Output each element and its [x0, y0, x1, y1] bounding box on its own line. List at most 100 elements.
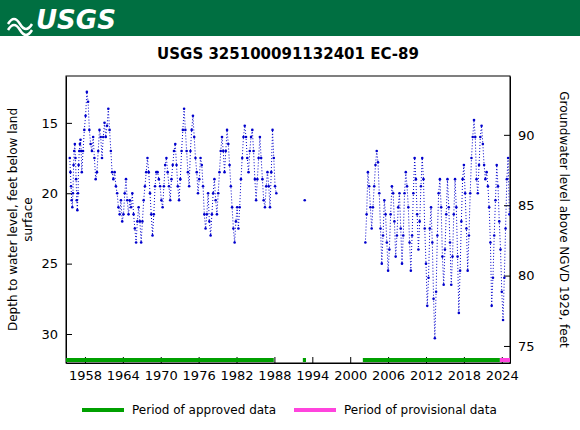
data-point: [378, 192, 381, 195]
data-point: [174, 143, 177, 146]
data-point: [91, 150, 94, 153]
data-point: [391, 185, 394, 188]
data-point: [506, 178, 509, 181]
data-point: [272, 157, 275, 160]
data-point: [452, 213, 455, 216]
data-point: [168, 185, 171, 188]
data-point: [375, 150, 378, 153]
data-point: [111, 171, 114, 174]
data-point: [102, 136, 105, 139]
data-point: [447, 206, 450, 209]
data-point: [146, 157, 149, 160]
header: USGS: [0, 0, 580, 36]
data-point: [275, 192, 278, 195]
data-point: [380, 262, 383, 265]
chart: USGSUSGS 325100091132401 EC-891958196419…: [0, 0, 580, 430]
data-point: [399, 227, 402, 230]
data-point: [256, 178, 259, 181]
data-point: [484, 178, 487, 181]
data-point: [235, 220, 238, 223]
data-point: [416, 213, 419, 216]
data-point: [441, 255, 444, 258]
tick-label: 1958: [69, 368, 102, 383]
data-point: [131, 192, 134, 195]
data-point: [228, 164, 231, 167]
data-point: [69, 171, 72, 174]
logo: USGS: [36, 5, 116, 35]
axis-line: [510, 77, 511, 364]
data-point: [488, 206, 491, 209]
data-point: [426, 305, 429, 308]
data-point: [128, 199, 131, 202]
tick: 2000: [334, 357, 367, 383]
data-point: [226, 129, 229, 132]
tick-label: 90: [518, 127, 535, 142]
data-point: [77, 192, 80, 195]
data-point: [487, 185, 490, 188]
data-point: [178, 199, 181, 202]
data-point: [173, 150, 176, 153]
data-point: [125, 178, 128, 181]
data-point: [159, 185, 162, 188]
data-point: [208, 220, 211, 223]
data-point: [450, 283, 453, 286]
data-point: [204, 227, 207, 230]
data-point: [303, 199, 306, 202]
data-point: [463, 164, 466, 167]
data-point: [149, 192, 152, 195]
data-point: [84, 115, 87, 118]
data-point: [93, 157, 96, 160]
data-point: [365, 213, 368, 216]
data-point: [251, 129, 254, 132]
data-point: [189, 150, 192, 153]
tick-mark: [350, 357, 351, 363]
data-point: [139, 220, 142, 223]
data-point: [137, 206, 140, 209]
data-point: [187, 171, 190, 174]
data-point: [377, 161, 380, 164]
data-point: [104, 136, 107, 139]
data-point: [247, 171, 250, 174]
data-point: [120, 199, 123, 202]
data-point: [121, 220, 124, 223]
data-point: [70, 185, 73, 188]
data-point: [150, 213, 153, 216]
data-point: [456, 255, 459, 258]
data-point: [86, 91, 89, 94]
data-point: [200, 164, 203, 167]
data-point: [470, 157, 473, 160]
data-point: [161, 206, 164, 209]
tick: 80: [504, 268, 535, 283]
tick-label: 1982: [220, 368, 253, 383]
data-point: [427, 276, 430, 279]
axis-line: [66, 77, 67, 364]
data-point: [116, 192, 119, 195]
data-point: [97, 150, 100, 153]
y-axis: 15202530: [41, 77, 72, 364]
axis-line: [67, 363, 511, 364]
data-point: [265, 185, 268, 188]
data-point: [238, 206, 241, 209]
data-point: [145, 171, 148, 174]
data-point: [221, 136, 224, 139]
data-point: [217, 192, 220, 195]
data-point: [397, 206, 400, 209]
tick: 20: [41, 186, 72, 201]
data-point: [437, 192, 440, 195]
data-point: [75, 178, 78, 181]
data-point: [77, 164, 80, 167]
data-point: [223, 171, 226, 174]
tick-label: 15: [41, 116, 58, 131]
data-point: [242, 136, 245, 139]
data-point: [211, 213, 214, 216]
data-point: [72, 164, 75, 167]
tick: 15: [41, 116, 72, 131]
data-line: [70, 92, 510, 338]
period-bar: [500, 358, 510, 362]
data-point: [152, 213, 155, 216]
data-point: [240, 178, 243, 181]
data-point: [261, 178, 264, 181]
data-point: [259, 136, 262, 139]
data-point: [180, 150, 183, 153]
y-axis-title: surface: [21, 197, 35, 241]
